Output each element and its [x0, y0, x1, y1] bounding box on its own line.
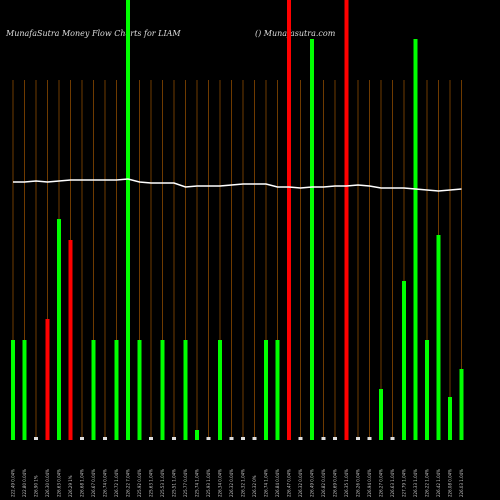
bar [172, 437, 176, 440]
x-tick-label: 226.22 7.04% [126, 469, 131, 497]
x-tick-label: 225.53 1.04% [160, 469, 165, 497]
x-tick-label: 226.47 0.04% [287, 469, 292, 497]
x-tick-label: 226.49 0.04% [310, 469, 315, 497]
bar [218, 340, 222, 440]
x-tick-label: 226.67 0.04% [91, 469, 96, 497]
bar [114, 340, 119, 440]
x-tick-label: 225.74 1.04% [195, 469, 200, 497]
bar [22, 340, 27, 440]
bar [57, 219, 61, 440]
x-tick-label: 227.79 1.04% [402, 469, 407, 497]
bar [206, 437, 211, 440]
x-tick-label: 226.90 1% [34, 475, 39, 497]
x-tick-label: 225.92 0.04% [137, 469, 142, 497]
bar [367, 437, 372, 440]
x-tick-label: 226.32 0% [252, 475, 257, 497]
bar [45, 319, 50, 440]
bar [149, 437, 153, 440]
bar [126, 0, 130, 440]
x-tick-label: 222.49 0.04% [11, 469, 16, 497]
x-tick-label: 226.63 0.04% [57, 469, 62, 497]
bar [298, 437, 303, 440]
bar [34, 437, 38, 440]
bar [402, 281, 406, 440]
x-tick-label: 226.82 0.04% [321, 469, 326, 497]
bar [183, 340, 188, 440]
bar [287, 0, 291, 440]
bar [229, 437, 234, 440]
bar [390, 437, 395, 440]
x-tick-label: 226.03 1.04% [459, 469, 464, 497]
bar [103, 437, 107, 440]
x-tick-label: 226.22 1.04% [425, 469, 430, 497]
x-tick-label: 226.33 1.04% [413, 469, 418, 497]
x-tick-label: 226.72 1.04% [114, 469, 119, 497]
bar [241, 437, 245, 440]
bar [275, 340, 280, 440]
x-tick-label: 226.74 1.04% [264, 469, 269, 497]
x-tick-label: 226.69 0.04% [333, 469, 338, 497]
x-tick-label: 222.80 0.04% [22, 469, 27, 497]
bar [137, 340, 142, 440]
x-tick-label: 226.30 0.04% [45, 469, 50, 497]
x-tick-label: 226.74 0.04% [103, 469, 108, 497]
bar [321, 437, 326, 440]
x-tick-label: 226.35 1.04% [344, 469, 349, 497]
x-tick-label: 226.68 1.04% [80, 469, 85, 497]
x-tick-label: 225.63 1.04% [149, 469, 154, 497]
bar [356, 437, 360, 440]
bar [459, 369, 464, 440]
x-tick-label: 226.34 0.04% [218, 469, 223, 497]
bar [333, 437, 337, 440]
bar [379, 389, 383, 440]
x-tick-label: 226.32 0.04% [298, 469, 303, 497]
x-tick-label: 226.63 1.04% [390, 469, 395, 497]
chart-subtitle: () Munafasutra.com [255, 29, 336, 38]
bar [195, 430, 199, 440]
bar [264, 340, 268, 440]
x-tick-label: 226.27 0.04% [379, 469, 384, 497]
chart-title: MunafaSutra Money Flow Charts for LIAM [5, 29, 181, 38]
x-tick-label: 226.08 0.04% [448, 469, 453, 497]
x-tick-label: 225.77 0.04% [183, 469, 188, 497]
x-tick-label: 226.32 1.04% [241, 469, 246, 497]
x-tick-label: 226.32 0.04% [229, 469, 234, 497]
bar [68, 240, 73, 440]
bar [310, 39, 314, 440]
x-tick-label: 225.51 1.04% [172, 469, 177, 497]
x-tick-label: 226.29 1% [68, 475, 73, 497]
bar [425, 340, 429, 440]
x-tick-label: 226.84 0.04% [275, 469, 280, 497]
x-tick-label: 226.26 0.04% [356, 469, 361, 497]
x-tick-label: 226.42 1.04% [436, 469, 441, 497]
bar [80, 437, 84, 440]
bar [91, 340, 96, 440]
x-tick-label: 226.94 0.04% [367, 469, 372, 497]
money-flow-line [13, 178, 462, 192]
bar [344, 0, 349, 440]
bar [448, 397, 452, 440]
bar [160, 340, 165, 440]
bar [252, 437, 257, 440]
bar [413, 39, 418, 440]
bar [11, 340, 15, 440]
x-tick-label: 225.93 1.04% [206, 469, 211, 497]
bar [436, 235, 441, 440]
